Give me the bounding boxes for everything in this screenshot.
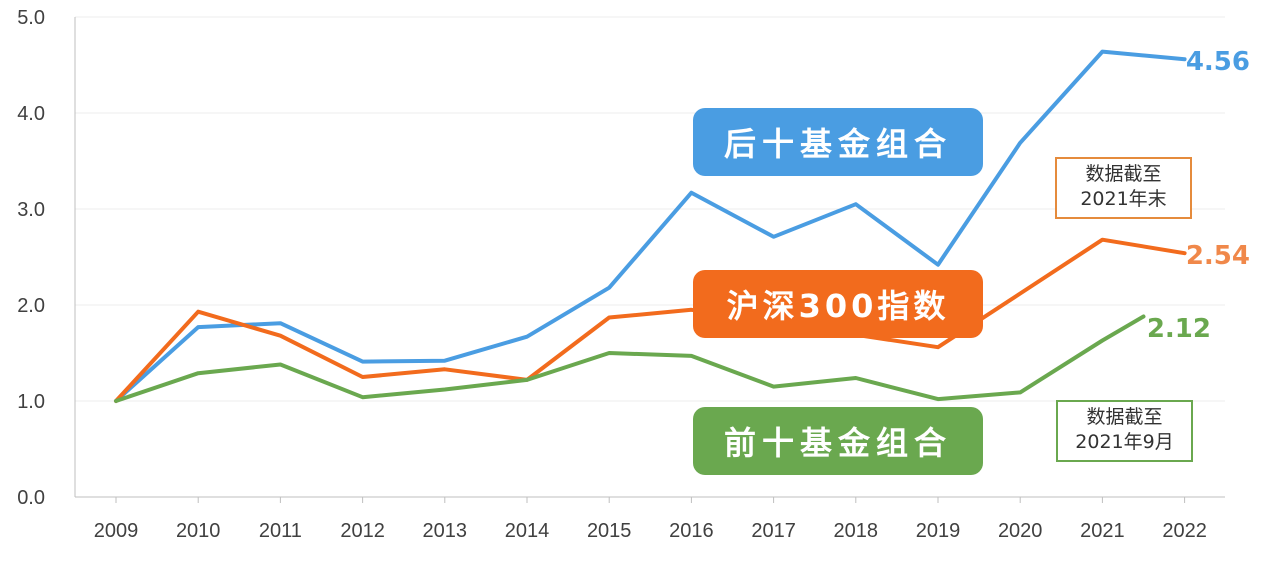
x-tick-label: 2017	[751, 520, 796, 542]
x-tick-label: 2020	[998, 520, 1043, 542]
legend-badge-csi300: 沪深300指数	[693, 270, 983, 338]
x-tick-label: 2022	[1162, 520, 1207, 542]
y-tick-label: 5.0	[17, 7, 45, 29]
note-line-1: 数据截至	[1085, 163, 1162, 185]
chart-axes: 0.0 1.0 2.0 3.0 4.0 5.0 2009 2010 2011 2012 2013 20…	[17, 7, 1225, 542]
x-tick-label: 2016	[669, 520, 714, 542]
series-line-1	[114, 237, 1187, 403]
legend-badge-front-ten: 前十基金组合	[693, 407, 983, 475]
y-tick-label: 0.0	[17, 487, 45, 509]
legend-badge-back-ten: 后十基金组合	[693, 108, 983, 176]
chart-end-labels: 4.56 2.54 2.12	[1147, 47, 1250, 344]
y-tick-label: 3.0	[17, 199, 45, 221]
note-line-1: 数据截至	[1086, 406, 1163, 428]
x-tick-label: 2011	[259, 520, 302, 542]
series-line-2	[114, 314, 1146, 403]
series-end-label-1: 2.54	[1186, 241, 1250, 271]
chart-grid	[75, 16, 1225, 402]
x-tick-label: 2014	[505, 520, 550, 542]
chart-series	[114, 49, 1187, 403]
x-tick-label: 2012	[340, 520, 385, 542]
x-tick-label: 2010	[176, 520, 221, 542]
series-end-label-0: 4.56	[1186, 47, 1250, 77]
series-line-0	[114, 49, 1187, 403]
note-line-2: 2021年末	[1080, 188, 1167, 210]
note-data-sep-2021: 数据截至 2021年9月	[1056, 400, 1193, 462]
note-line-2: 2021年9月	[1075, 431, 1174, 453]
x-tick-label: 2009	[94, 520, 139, 542]
y-tick-label: 1.0	[17, 391, 45, 413]
note-data-end-2021: 数据截至 2021年末	[1055, 157, 1192, 219]
x-tick-label: 2021	[1080, 520, 1125, 542]
series-end-label-2: 2.12	[1147, 314, 1211, 344]
x-tick-label: 2019	[916, 520, 961, 542]
x-tick-label: 2018	[834, 520, 879, 542]
x-tick-label: 2013	[423, 520, 468, 542]
y-tick-label: 4.0	[17, 103, 45, 125]
x-tick-label: 2015	[587, 520, 632, 542]
y-tick-label: 2.0	[17, 295, 45, 317]
